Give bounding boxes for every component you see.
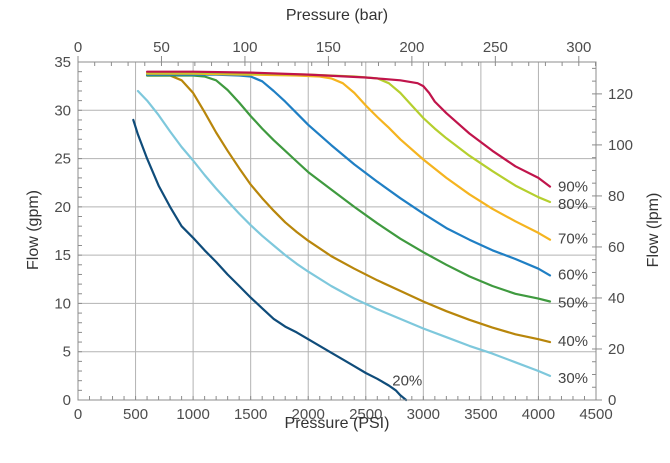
- y2-tick-label: 40: [608, 290, 625, 307]
- y-tick-label: 15: [54, 247, 71, 264]
- x-tick-label: 4500: [579, 406, 612, 423]
- curve-30pct: [136, 89, 552, 377]
- series-curves: [132, 70, 552, 402]
- series-labels: 20% 30% 40% 50% 60% 70% 80%90%: [392, 179, 588, 390]
- y-axis-title: Flow (gpm): [25, 190, 42, 270]
- x2-axis-title: Pressure (bar): [286, 7, 388, 24]
- x-tick-label: 0: [74, 406, 82, 423]
- series-label-60pct: 60%: [558, 266, 588, 283]
- x2-tick-label: 0: [74, 39, 82, 56]
- y2-tick-label: 60: [608, 239, 625, 256]
- x-axis-title: Pressure (PSI): [285, 415, 390, 432]
- series-label-20pct: 20%: [392, 373, 422, 390]
- x2-tick-label: 250: [483, 39, 508, 56]
- y-tick-label: 10: [54, 295, 71, 312]
- x-tick-label: 1000: [176, 406, 209, 423]
- x-tick-label: 1500: [234, 406, 267, 423]
- series-label-30pct: 30%: [558, 370, 588, 387]
- x-tick-label: 500: [123, 406, 148, 423]
- x2-tick-label: 100: [232, 39, 257, 56]
- x-tick-label: 3000: [407, 406, 440, 423]
- y-tick-label: 20: [54, 199, 71, 216]
- y-tick-label: 5: [63, 344, 71, 361]
- y2-tick-label: 0: [608, 392, 616, 409]
- plot-frame: [77, 61, 597, 401]
- x-tick-label: 2000: [292, 406, 325, 423]
- x2-tick-label: 150: [316, 39, 341, 56]
- series-label-90pct: 90%: [558, 179, 588, 196]
- y2-tick-label: 100: [608, 137, 633, 154]
- y2-axis-title: Flow (lpm): [645, 193, 662, 268]
- x2-tick-label: 200: [399, 39, 424, 56]
- x2-tick-label: 300: [566, 39, 591, 56]
- x-tick-label: 3500: [464, 406, 497, 423]
- x-tick-label: 2500: [349, 406, 382, 423]
- curve-40pct: [146, 74, 552, 344]
- y-tick-label: 25: [54, 151, 71, 168]
- curve-90pct: [146, 70, 552, 188]
- curve-80pct: [146, 71, 552, 204]
- x-tick-label: 4000: [522, 406, 555, 423]
- y-tick-label: 30: [54, 102, 71, 119]
- minor-ticks: [77, 56, 602, 401]
- y-tick-label: 0: [63, 392, 71, 409]
- series-label-40pct: 40%: [558, 333, 588, 350]
- tick-labels: 0 500 1000 1500 2000 2500 3000 3500 4000 45000510…: [54, 39, 633, 423]
- x2-tick-label: 50: [153, 39, 170, 56]
- series-label-70pct: 70%: [558, 231, 588, 248]
- series-label-80pct: 80%: [558, 196, 588, 213]
- y-tick-label: 35: [54, 54, 71, 71]
- curve-70pct: [146, 72, 552, 241]
- y2-tick-label: 20: [608, 341, 625, 358]
- series-label-50pct: 50%: [558, 294, 588, 311]
- curve-60pct: [146, 73, 552, 277]
- y2-tick-label: 120: [608, 86, 633, 103]
- curve-50pct: [146, 74, 552, 303]
- y2-tick-label: 80: [608, 188, 625, 205]
- curve-20pct: [132, 118, 408, 402]
